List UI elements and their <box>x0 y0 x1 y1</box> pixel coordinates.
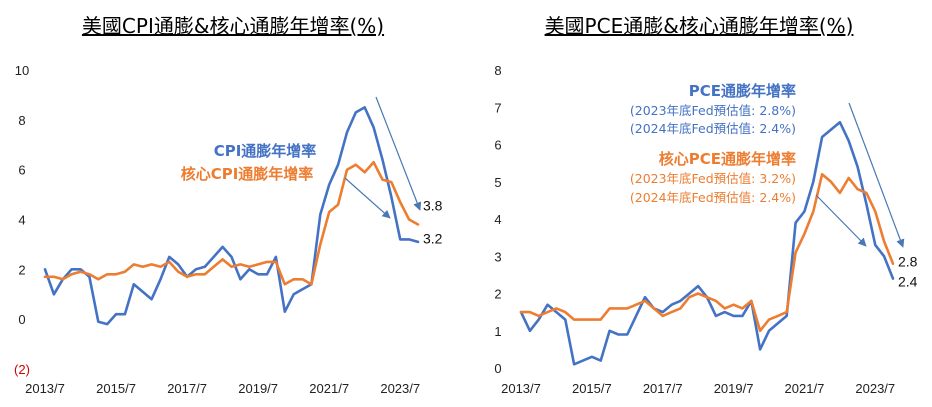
series-annotation: CPI通膨年增率 <box>214 142 317 160</box>
series-line <box>519 173 895 333</box>
y-tick-label: 5 <box>494 175 501 190</box>
y-tick-label: 3 <box>494 249 501 264</box>
series-end-label: 3.8 <box>423 197 443 213</box>
cpi-chart-title: 美國CPI通膨&核心通膨年增率(%) <box>81 14 385 38</box>
x-tick-label: 2021/7 <box>785 381 825 396</box>
series-end-label: 3.2 <box>423 230 443 246</box>
series-annotation: (2023年底Fed預估值: 3.2%) <box>630 171 796 186</box>
series-annotation: (2023年底Fed預估值: 2.8%) <box>630 103 796 118</box>
series-line <box>43 106 420 326</box>
series-annotation: (2024年底Fed預估值: 2.4%) <box>630 121 796 136</box>
y-tick-label: 7 <box>494 100 501 115</box>
y-tick-label: 0 <box>18 312 25 327</box>
x-tick-label: 2019/7 <box>714 381 754 396</box>
trend-arrow <box>375 96 422 211</box>
x-tick-label: 2017/7 <box>643 381 683 396</box>
y-tick-label: 1 <box>494 324 501 339</box>
pce-chart-panel: 美國PCE通膨&核心通膨年增率(%) 8 7 6 5 4 3 2 1 0 2013/7 2015/7… <box>466 0 932 407</box>
x-tick-label: 2017/7 <box>167 381 207 396</box>
series-line <box>43 160 420 286</box>
series-end-label: 2.8 <box>898 254 918 270</box>
y-tick-label: 4 <box>494 212 501 227</box>
x-tick-label: 2019/7 <box>238 381 278 396</box>
trend-arrow <box>344 177 391 219</box>
trend-arrow <box>815 194 867 247</box>
x-tick-label: 2015/7 <box>96 381 136 396</box>
x-tick-label: 2013/7 <box>25 381 65 396</box>
y-tick-label: 4 <box>18 213 25 228</box>
y-tick-label: (2) <box>14 362 30 377</box>
series-annotation: PCE通膨年增率 <box>689 82 796 100</box>
y-tick-label: 8 <box>18 113 25 128</box>
series-annotation: 核心PCE通膨年增率 <box>659 150 796 168</box>
pce-chart-title: 美國PCE通膨&核心通膨年增率(%) <box>544 14 854 38</box>
trend-arrow <box>848 102 905 248</box>
y-tick-label: 8 <box>494 63 501 78</box>
series-annotation: (2024年底Fed預估值: 2.4%) <box>630 190 796 205</box>
y-tick-label: 6 <box>494 138 501 153</box>
x-tick-label: 2013/7 <box>501 381 541 396</box>
x-tick-label: 2015/7 <box>572 381 612 396</box>
y-tick-label: 0 <box>494 361 501 376</box>
y-tick-label: 2 <box>18 262 25 277</box>
x-tick-label: 2021/7 <box>309 381 349 396</box>
x-tick-label: 2023/7 <box>380 381 420 396</box>
y-tick-label: 10 <box>15 63 29 78</box>
cpi-chart-plot: 10 8 6 4 2 0 (2) 2013/7 2015/7 2017/7 2019/7 2021/7… <box>14 63 443 396</box>
series-annotation: 核心CPI通膨年增率 <box>181 165 314 183</box>
x-tick-label: 2023/7 <box>855 381 895 396</box>
y-tick-label: 6 <box>18 163 25 178</box>
y-tick-label: 2 <box>494 287 501 302</box>
cpi-chart-panel: 美國CPI通膨&核心通膨年增率(%) 10 8 6 4 2 0 (2) 2013/7 2015/… <box>14 14 443 396</box>
series-end-label: 2.4 <box>898 274 918 290</box>
